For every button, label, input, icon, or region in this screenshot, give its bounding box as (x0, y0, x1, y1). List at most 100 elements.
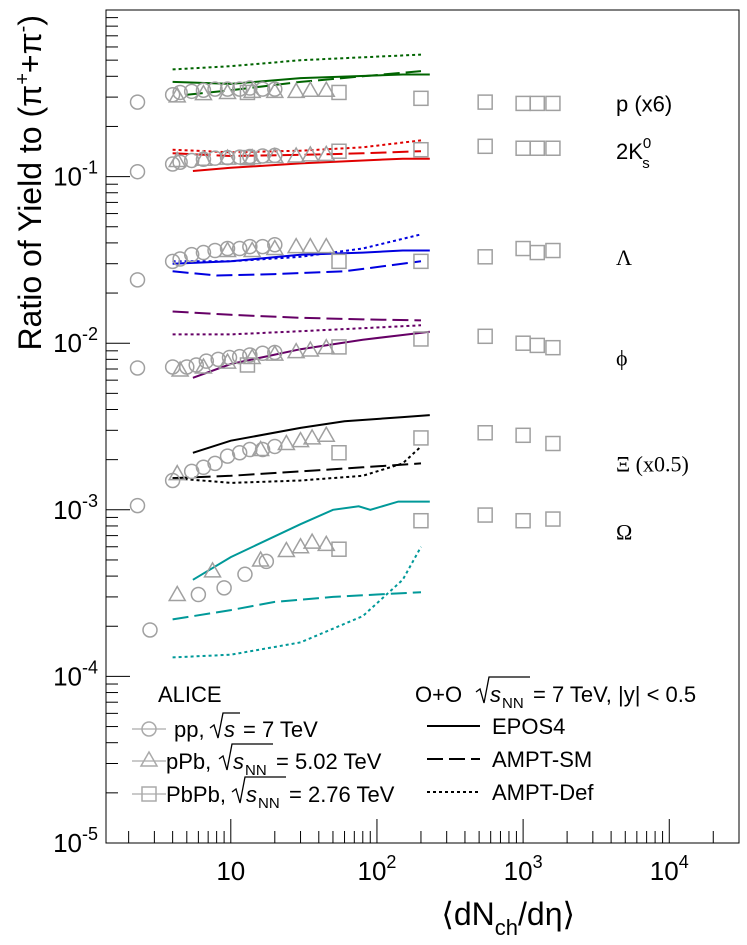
marker-pp (231, 81, 248, 97)
svg-text:EPOS4: EPOS4 (492, 714, 565, 739)
svg-text:= 7 TeV, |y| < 0.5: = 7 TeV, |y| < 0.5 (533, 682, 696, 707)
marker-pbpb (545, 339, 561, 356)
particle-labels: p (x6) 2K0 s Λϕ Ξ (x0.5) Ω (616, 91, 689, 544)
svg-text:s: s (490, 682, 501, 707)
marker-ppb (251, 440, 270, 457)
marker-ppb (277, 540, 296, 558)
legend-entry-pbpb: PbPb, s NN = 2.76 TeV (132, 776, 395, 812)
marker-pbpb (529, 244, 546, 261)
marker-ppb (286, 81, 306, 99)
legend-model-epos4: EPOS4 (427, 714, 565, 739)
marker-pp (142, 622, 158, 638)
marker-ppb (302, 532, 322, 549)
svg-text:pPb,: pPb, (166, 749, 211, 774)
x-tick-label: 103 (504, 852, 543, 886)
marker-ppb (316, 425, 336, 443)
marker-ppb (301, 145, 320, 162)
particle-label: 2K0 s (616, 135, 651, 172)
marker-ppb (291, 537, 310, 554)
model-curve-p-ampt-def (172, 53, 422, 71)
marker-ppb (242, 348, 262, 365)
marker-pbpb (413, 253, 429, 270)
svg-text:s: s (224, 717, 235, 742)
marker-ppb (265, 239, 285, 256)
marker-pp (129, 272, 146, 288)
sqrt-symbol (209, 712, 240, 739)
marker-pbpb (477, 425, 493, 441)
y-tick-label: 10-3 (53, 491, 98, 525)
marker-pbpb (413, 90, 429, 107)
marker-pp (198, 353, 215, 369)
marker-ppb (301, 340, 320, 357)
data-markers (129, 80, 561, 638)
y-tick-label: 10-5 (53, 824, 98, 858)
svg-text:= 5.02 TeV: = 5.02 TeV (276, 749, 382, 774)
marker-pp (242, 238, 258, 255)
particle-label: Ω (616, 520, 632, 545)
marker-ppb (316, 144, 336, 162)
svg-text:= 7 TeV: = 7 TeV (243, 717, 318, 742)
svg-text:NN: NN (258, 795, 280, 812)
y-axis-title: Ratio of Yield to (π++π-) (12, 15, 48, 351)
marker-pbpb (413, 331, 429, 347)
marker-ppb (242, 81, 262, 99)
marker-ppb (316, 534, 336, 552)
marker-pp (219, 448, 236, 464)
model-curve-p-epos4 (172, 73, 430, 85)
model-curve-lambda-ampt-def (172, 233, 422, 263)
marker-pbpb (331, 143, 347, 159)
marker-pbpb (529, 140, 546, 156)
svg-text:s: s (233, 749, 244, 774)
x-tick-label: 10 (216, 856, 245, 886)
marker-pp (231, 445, 248, 461)
marker-pp (221, 349, 238, 366)
marker-pp (183, 246, 200, 263)
marker-pbpb (515, 427, 531, 444)
marker-pbpb (331, 339, 347, 355)
model-curve-phi-ampt-def (172, 324, 422, 336)
marker-pp (242, 80, 258, 96)
marker-pp (254, 238, 271, 255)
marker-ppb (286, 146, 306, 163)
model-curve-k0s-epos4 (192, 157, 430, 172)
y-tick-label: 10-4 (53, 657, 98, 691)
marker-ppb (316, 237, 336, 254)
marker-pbpb (545, 242, 561, 259)
legend-system: O+O s NN = 7 TeV, |y| < 0.5 (415, 676, 696, 712)
marker-pbpb (477, 507, 493, 523)
marker-pbpb (515, 335, 531, 351)
marker-ppb (167, 86, 187, 103)
marker-pbpb (413, 512, 429, 529)
marker-pbpb (515, 140, 531, 156)
model-curve-omega-epos4 (192, 500, 430, 581)
marker-pp (267, 236, 283, 253)
marker-pp (129, 94, 146, 110)
svg-text:AMPT-SM: AMPT-SM (492, 747, 592, 772)
marker-ppb (302, 428, 322, 445)
model-curve-xi-ampt-def (172, 445, 422, 484)
marker-pbpb (545, 435, 561, 452)
marker-pbpb (515, 240, 531, 257)
marker-pbpb (477, 94, 493, 110)
marker-pp (219, 81, 236, 97)
marker-pp (207, 81, 223, 97)
marker-pbpb (545, 140, 561, 156)
particle-label: Λ (616, 245, 632, 270)
marker-ppb (316, 338, 336, 355)
marker-pbpb (413, 141, 429, 158)
marker-ppb (242, 241, 262, 258)
marker-pp (231, 348, 248, 365)
marker-pbpb (331, 253, 347, 270)
marker-ppb (291, 431, 310, 448)
svg-text:= 2.76 TeV: = 2.76 TeV (289, 782, 395, 807)
marker-pp (258, 553, 275, 570)
marker-pp (129, 497, 146, 514)
marker-pp (183, 83, 200, 100)
legend-entry-pp: pp, s = 7 TeV (132, 712, 318, 742)
y-tick-label: 10-1 (53, 158, 98, 192)
model-curves (172, 53, 430, 659)
legend-marker-circle (141, 721, 157, 737)
svg-text:s: s (246, 782, 257, 807)
marker-ppb (167, 150, 187, 168)
